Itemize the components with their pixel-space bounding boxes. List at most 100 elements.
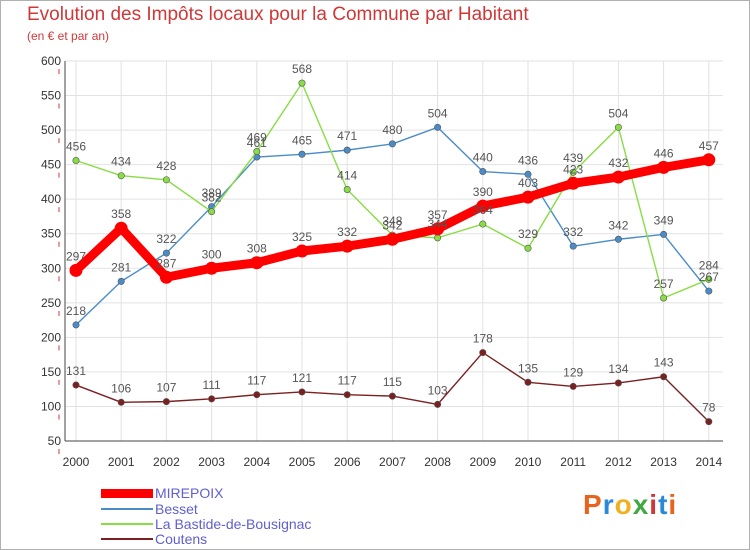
logo-letter: i — [649, 489, 659, 520]
data-label-besset: 332 — [563, 225, 583, 239]
data-label-coutens: 178 — [473, 332, 493, 346]
data-label-coutens: 134 — [608, 362, 628, 376]
data-point-besset — [117, 277, 125, 285]
x-tick-label: 2008 — [424, 455, 451, 469]
data-point-coutens — [660, 373, 668, 381]
data-point-mirepoix — [702, 153, 716, 167]
y-tick-label: 400 — [41, 192, 61, 206]
data-point-besset — [162, 249, 170, 257]
y-tick-label: 100 — [41, 399, 61, 413]
data-point-coutens — [388, 392, 396, 400]
data-label-besset: 471 — [337, 129, 357, 143]
logo-letter: P — [583, 489, 603, 520]
data-label-besset: 342 — [608, 218, 628, 232]
data-point-besset — [524, 170, 532, 178]
y-tick-label: 550 — [41, 89, 61, 103]
data-label-coutens: 135 — [518, 361, 538, 375]
data-label-coutens: 121 — [292, 371, 312, 385]
data-point-la-bastide-de-bousignac — [253, 148, 261, 156]
x-tick-label: 2000 — [63, 455, 90, 469]
logo-letter: i — [668, 489, 678, 520]
data-point-besset — [72, 321, 80, 329]
data-label-la-bastide-de-bousignac: 364 — [473, 203, 493, 217]
data-point-coutens — [162, 398, 170, 406]
data-label-coutens: 143 — [654, 356, 674, 370]
data-label-besset: 218 — [66, 304, 86, 318]
data-label-mirepoix: 432 — [608, 156, 628, 170]
data-point-besset — [343, 146, 351, 154]
data-point-coutens — [614, 379, 622, 387]
data-point-besset — [388, 140, 396, 148]
data-label-mirepoix: 325 — [292, 230, 312, 244]
data-label-mirepoix: 287 — [156, 256, 176, 270]
legend-swatch-besset — [101, 508, 153, 510]
data-label-besset: 281 — [111, 260, 131, 274]
data-point-mirepoix — [340, 239, 354, 253]
data-label-la-bastide-de-bousignac: 284 — [699, 258, 719, 272]
data-label-mirepoix: 358 — [111, 207, 131, 221]
logo-letter: t — [658, 489, 669, 520]
data-point-la-bastide-de-bousignac — [660, 294, 668, 302]
chart-subtitle: (en € et par an) — [27, 29, 110, 43]
data-label-coutens: 107 — [156, 381, 176, 395]
data-label-la-bastide-de-bousignac: 469 — [247, 131, 267, 145]
data-point-coutens — [72, 381, 80, 389]
y-tick-label: 450 — [41, 158, 61, 172]
data-point-besset — [569, 242, 577, 250]
data-label-la-bastide-de-bousignac: 568 — [292, 62, 312, 76]
y-tick-label: 200 — [41, 330, 61, 344]
data-label-coutens: 131 — [66, 364, 86, 378]
data-label-coutens: 129 — [563, 365, 583, 379]
data-point-mirepoix — [114, 221, 128, 235]
x-tick-label: 2014 — [695, 455, 722, 469]
data-point-besset — [479, 168, 487, 176]
data-label-besset: 322 — [156, 232, 176, 246]
x-tick-label: 2003 — [198, 455, 225, 469]
data-label-coutens: 111 — [202, 378, 221, 392]
chart-title: Evolution des Impôts locaux pour la Comm… — [27, 4, 529, 25]
y-tick-label: 300 — [41, 261, 61, 275]
data-point-la-bastide-de-bousignac — [117, 172, 125, 180]
y-tick-label: 500 — [41, 123, 61, 137]
data-label-la-bastide-de-bousignac: 329 — [518, 227, 538, 241]
data-point-mirepoix — [566, 176, 580, 190]
data-point-la-bastide-de-bousignac — [434, 234, 442, 242]
data-label-mirepoix: 403 — [518, 176, 538, 190]
legend-swatch-la-bastide — [101, 523, 153, 525]
legend-label-coutens: Coutens — [155, 531, 208, 547]
legend-swatch-mirepoix — [101, 488, 153, 498]
data-label-coutens: 115 — [383, 375, 402, 389]
data-point-besset — [434, 123, 442, 131]
x-tick-label: 2001 — [108, 455, 135, 469]
data-point-mirepoix — [159, 270, 173, 284]
data-point-besset — [660, 230, 668, 238]
data-point-coutens — [343, 391, 351, 399]
logo-letter: x — [632, 489, 650, 520]
data-point-mirepoix — [250, 256, 264, 270]
legend-swatch-coutens — [101, 538, 153, 540]
data-label-mirepoix: 446 — [654, 146, 674, 160]
y-tick-label: 350 — [41, 227, 61, 241]
x-tick-label: 2013 — [650, 455, 677, 469]
data-point-mirepoix — [657, 160, 671, 174]
data-label-mirepoix: 332 — [337, 225, 357, 239]
data-point-mirepoix — [431, 222, 445, 236]
data-point-mirepoix — [521, 190, 535, 204]
legend-label-besset: Besset — [155, 501, 198, 517]
data-point-coutens — [117, 398, 125, 406]
x-tick-label: 2009 — [469, 455, 496, 469]
data-label-la-bastide-de-bousignac: 344 — [428, 217, 448, 231]
data-label-coutens: 103 — [428, 383, 448, 397]
data-point-coutens — [569, 382, 577, 390]
data-label-mirepoix: 423 — [563, 162, 583, 176]
data-label-la-bastide-de-bousignac: 414 — [337, 169, 357, 183]
legend-item-besset: Besset — [101, 501, 198, 517]
data-point-la-bastide-de-bousignac — [479, 220, 487, 228]
data-label-la-bastide-de-bousignac: 348 — [382, 214, 402, 228]
x-tick-label: 2005 — [289, 455, 316, 469]
data-label-coutens: 117 — [247, 374, 266, 388]
x-tick-label: 2010 — [515, 455, 542, 469]
data-label-la-bastide-de-bousignac: 439 — [563, 151, 583, 165]
